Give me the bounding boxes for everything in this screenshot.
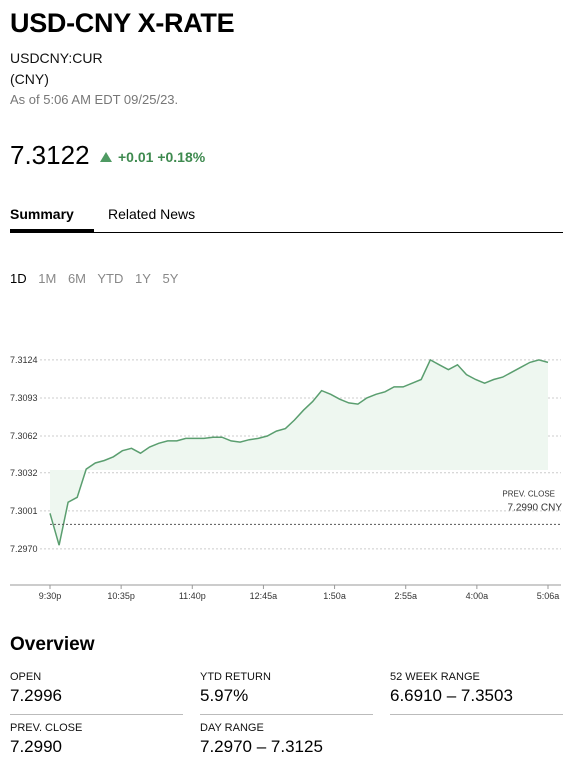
as-of-timestamp: As of 5:06 AM EDT 09/25/23. <box>10 92 179 107</box>
range-1m[interactable]: 1M <box>38 271 57 286</box>
x-tick-label: 5:06a <box>537 591 560 601</box>
stat-value: 7.2996 <box>10 686 62 705</box>
y-tick-label: 7.2970 <box>10 544 38 554</box>
y-tick-label: 7.3124 <box>10 355 38 365</box>
stat-label: DAY RANGE <box>200 722 264 734</box>
stat-value: 7.2990 <box>10 737 62 756</box>
price-change: +0.01 +0.18% <box>100 149 205 165</box>
x-tick-label: 2:55a <box>394 591 417 601</box>
range-selector: 1D 1M 6M YTD 1Y 5Y <box>10 271 186 286</box>
stat-open: OPEN 7.2996 <box>10 671 183 715</box>
y-tick-label: 7.3093 <box>10 393 38 403</box>
stat-ytd-return: YTD RETURN 5.97% <box>200 671 373 715</box>
y-tick-label: 7.3001 <box>10 506 38 516</box>
stat-day-range: DAY RANGE 7.2970 – 7.3125 <box>200 722 373 757</box>
divider <box>10 714 183 715</box>
prev-close-label: PREV. CLOSE <box>502 489 555 498</box>
x-tick-label: 12:45a <box>250 591 278 601</box>
x-tick-label: 1:50a <box>323 591 346 601</box>
currency-label: (CNY) <box>10 71 49 87</box>
divider <box>200 714 373 715</box>
overview-heading: Overview <box>10 634 95 655</box>
tab-bar: Summary Related News <box>10 200 563 233</box>
up-arrow-icon <box>100 152 112 162</box>
y-tick-label: 7.3062 <box>10 431 38 441</box>
price-change-value: +0.01 +0.18% <box>118 149 206 165</box>
page-title: USD-CNY X-RATE <box>10 8 235 38</box>
stat-prev-close: PREV. CLOSE 7.2990 <box>10 722 183 757</box>
range-6m[interactable]: 6M <box>67 271 86 286</box>
range-1d[interactable]: 1D <box>10 271 27 286</box>
tab-summary[interactable]: Summary <box>10 206 74 222</box>
x-tick-label: 11:40p <box>179 591 206 601</box>
tab-related-news[interactable]: Related News <box>108 206 196 222</box>
range-ytd[interactable]: YTD <box>97 271 124 286</box>
current-price: 7.3122 <box>10 140 90 170</box>
stat-label: OPEN <box>10 671 42 683</box>
stat-value: 7.2970 – 7.3125 <box>200 737 323 756</box>
ticker-symbol: USDCNY:CUR <box>10 50 103 66</box>
range-1y[interactable]: 1Y <box>135 271 151 286</box>
y-axis-labels: 7.3124 7.3093 7.3062 7.3032 7.3001 7.2970 <box>10 355 38 554</box>
active-tab-indicator <box>10 229 94 232</box>
price-line <box>49 358 549 546</box>
price-area-fill <box>50 359 548 546</box>
x-tick-label: 10:35p <box>107 591 135 601</box>
price-chart[interactable]: 7.3124 7.3093 7.3062 7.3032 7.3001 7.2970 PRE… <box>0 330 567 610</box>
x-axis-ticks: 9:30p 10:35p 11:40p 12:45a 1:50a 2:55a 4:00a 5:… <box>39 585 560 601</box>
stat-label: PREV. CLOSE <box>10 722 83 734</box>
prev-close-value: 7.2990 CNY <box>508 502 563 513</box>
stat-52-week-range: 52 WEEK RANGE 6.6910 – 7.3503 <box>390 671 563 715</box>
y-tick-label: 7.3032 <box>10 468 38 478</box>
x-tick-label: 9:30p <box>39 591 62 601</box>
stat-label: YTD RETURN <box>200 671 271 683</box>
divider <box>390 714 563 715</box>
stat-value: 6.6910 – 7.3503 <box>390 686 513 705</box>
range-5y[interactable]: 5Y <box>162 271 179 286</box>
stat-value: 5.97% <box>200 686 249 705</box>
stat-label: 52 WEEK RANGE <box>390 671 480 683</box>
x-tick-label: 4:00a <box>466 591 489 601</box>
